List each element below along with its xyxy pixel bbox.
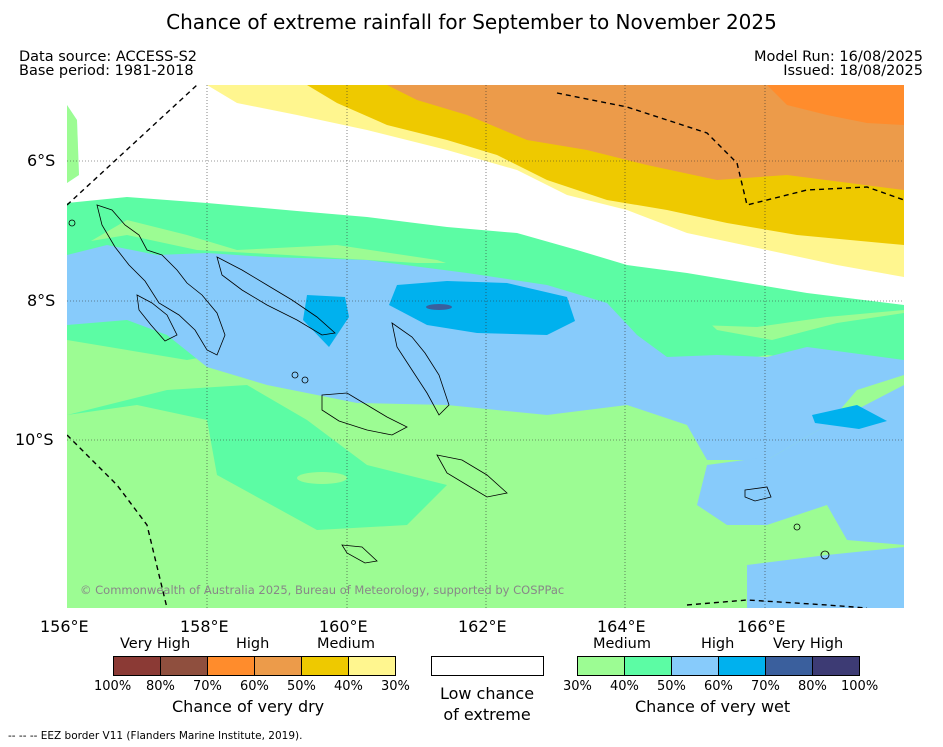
- guadalcanal-island: [321, 392, 408, 436]
- islet-south: [341, 544, 378, 564]
- base-period: Base period: 1981-2018: [19, 63, 194, 79]
- model-run: Model Run: 16/08/2025: [753, 49, 923, 65]
- wet-swatch-80-100: [812, 656, 860, 676]
- eez-borders: [67, 85, 904, 608]
- wet-pct-80: 80%: [798, 679, 827, 694]
- dry-pct-30: 30%: [381, 679, 410, 694]
- neutral-caption: Low chance of extreme: [439, 684, 535, 724]
- lon-label-160e: 160°E: [319, 617, 368, 636]
- wet-swatch-30-40: [577, 656, 625, 676]
- dry-pct-80: 80%: [146, 679, 175, 694]
- wet-50-main: [67, 245, 904, 460]
- lat-label-8s: 8°S: [27, 291, 56, 310]
- wet-category-medium: Medium: [593, 636, 651, 652]
- wet-swatch-50-60: [671, 656, 719, 676]
- lon-label-164e: 164°E: [597, 617, 646, 636]
- wet-60-west: [303, 295, 349, 347]
- data-source: Data source: ACCESS-S2: [19, 49, 198, 65]
- wet-category-high: High: [701, 636, 735, 652]
- wet-30-west-edge: [67, 105, 79, 183]
- dry-swatch-70-80: [160, 656, 208, 676]
- dry-swatch-30-40: [348, 656, 396, 676]
- rainfall-map[interactable]: © Commonwealth of Australia 2025, Bureau…: [67, 85, 904, 608]
- dry-category-medium: Medium: [317, 636, 375, 652]
- wet-pct-30: 30%: [563, 679, 592, 694]
- islet-east-a: [793, 523, 801, 531]
- wet-swatch-70-80: [765, 656, 813, 676]
- islet-east-b: [820, 550, 830, 560]
- dry-swatch-40-50: [301, 656, 349, 676]
- wet-70-spot: [426, 304, 452, 310]
- wet-pct-60: 60%: [704, 679, 733, 694]
- wet-swatch-40-50: [624, 656, 672, 676]
- wet-swatch-60-70: [718, 656, 766, 676]
- chart-title: Chance of extreme rainfall for September…: [166, 10, 777, 34]
- dry-caption: Chance of very dry: [172, 697, 325, 716]
- wet-pct-50: 50%: [657, 679, 686, 694]
- makira-island: [436, 454, 508, 498]
- dry-50: [387, 85, 904, 190]
- eez-footnote: -- -- -- EEZ border V11 (Flanders Marine…: [8, 730, 303, 742]
- dry-pct-60: 60%: [240, 679, 269, 694]
- neutral-swatch: [431, 656, 544, 676]
- wet-pct-70: 70%: [751, 679, 780, 694]
- wet-pct-100: 100%: [841, 679, 879, 694]
- lon-label-156e: 156°E: [40, 617, 89, 636]
- islet-northwest: [68, 219, 76, 227]
- bougainville: [96, 204, 226, 356]
- issued-date: Issued: 18/08/2025: [783, 63, 923, 79]
- wet-caption: Chance of very wet: [635, 697, 791, 716]
- islet-west-b: [291, 371, 299, 379]
- rennell-island: [744, 486, 772, 502]
- wet-pct-40: 40%: [610, 679, 639, 694]
- dry-pct-40: 40%: [334, 679, 363, 694]
- wet-60-core: [389, 281, 575, 335]
- lon-label-166e: 166°E: [737, 617, 786, 636]
- map-canvas: © Commonwealth of Australia 2025, Bureau…: [67, 85, 904, 608]
- dry-swatch-60-70: [207, 656, 255, 676]
- wet-30-islet-a: [297, 472, 347, 484]
- lon-label-162e: 162°E: [458, 617, 507, 636]
- wet-60-east: [812, 405, 887, 429]
- dry-pct-70: 70%: [193, 679, 222, 694]
- dry-swatch-80-100: [113, 656, 161, 676]
- lat-label-10s: 10°S: [15, 430, 54, 449]
- islet-west: [301, 376, 309, 384]
- coastlines: [68, 204, 830, 564]
- wet-40-inner: [67, 385, 447, 530]
- lon-label-158e: 158°E: [180, 617, 229, 636]
- wet-category-very-high: Very High: [773, 636, 844, 652]
- wet-50-southeast-corner: [747, 547, 904, 608]
- choiseul-island: [216, 256, 336, 336]
- dry-swatch-50-60: [254, 656, 302, 676]
- dry-category-very-high: Very High: [120, 636, 191, 652]
- lat-label-6s: 6°S: [27, 151, 56, 170]
- copyright-text: © Commonwealth of Australia 2025, Bureau…: [80, 583, 564, 597]
- new-georgia-island: [136, 294, 178, 342]
- graticule: [67, 85, 904, 608]
- dry-pct-100: 100%: [94, 679, 132, 694]
- dry-category-high: High: [236, 636, 270, 652]
- dry-pct-50: 50%: [287, 679, 316, 694]
- dry-60: [767, 85, 904, 125]
- malaita-island: [391, 322, 450, 416]
- wet-30-islet-b: [552, 566, 602, 578]
